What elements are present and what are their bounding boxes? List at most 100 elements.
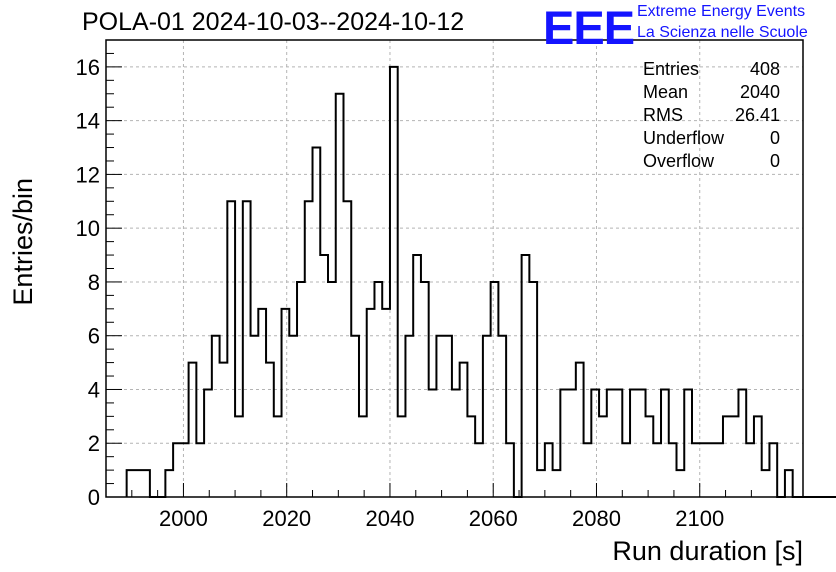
y-axis-label: Entries/bin <box>8 178 38 306</box>
histogram-bin <box>498 336 506 497</box>
histogram-bin <box>204 389 212 497</box>
histogram-bin <box>251 336 259 497</box>
x-tick-label: 2020 <box>262 506 311 531</box>
histogram-bin <box>731 416 739 497</box>
y-tick-label: 8 <box>88 270 100 295</box>
histogram-bin <box>715 443 723 497</box>
histogram-bin <box>374 282 382 497</box>
x-axis-label: Run duration [s] <box>612 536 803 566</box>
stat-label: Underflow <box>643 128 725 148</box>
histogram-bin <box>181 443 189 497</box>
y-tick-label: 12 <box>76 162 100 187</box>
histogram-bin <box>491 282 499 497</box>
y-tick-label: 16 <box>76 55 100 80</box>
histogram-bin <box>405 336 413 497</box>
y-tick-label: 14 <box>76 109 100 134</box>
histogram-bin <box>529 282 537 497</box>
stat-label: Overflow <box>643 151 715 171</box>
histogram-bin <box>444 336 452 497</box>
eee-logo-icon: EEE <box>543 1 635 54</box>
histogram-bin <box>615 389 623 497</box>
histogram-bin <box>584 443 592 497</box>
histogram-series <box>125 65 836 498</box>
histogram-bin <box>328 282 336 497</box>
histogram-bin <box>630 389 638 497</box>
histogram-bin <box>700 443 708 497</box>
histogram-bin <box>313 148 321 497</box>
histogram-bin <box>189 363 197 497</box>
histogram-bin <box>738 389 746 497</box>
histogram-bin <box>638 389 646 497</box>
tick-labels: 2000 2020 2040 2060 2080 2100 0 2 4 6 8 10 12 14 16 <box>76 55 725 531</box>
logo-line-1: Extreme Energy Events <box>637 3 806 20</box>
histogram-bin <box>545 443 553 497</box>
histogram-bin <box>367 309 375 497</box>
histogram-bin <box>359 416 367 497</box>
x-tick-label: 2060 <box>469 506 518 531</box>
histogram-bin <box>646 416 654 497</box>
histogram-bin <box>336 94 344 497</box>
histogram-bin <box>467 416 475 497</box>
histogram-bin <box>274 416 282 497</box>
stat-row-overflow: Overflow 0 <box>640 150 783 173</box>
histogram-bin <box>235 416 243 497</box>
y-tick-label: 2 <box>88 431 100 456</box>
histogram-bin <box>483 336 491 497</box>
histogram-bin <box>343 201 351 497</box>
histogram-bin <box>684 389 692 497</box>
histogram-bin <box>429 389 437 497</box>
chart-title: POLA-01 2024-10-03--2024-10-12 <box>82 8 465 36</box>
stat-row-underflow: Underflow 0 <box>640 127 783 150</box>
stat-value: 26.41 <box>734 105 780 125</box>
histogram-bin <box>165 470 173 497</box>
histogram-bin <box>622 443 630 497</box>
stat-value: 408 <box>749 59 780 79</box>
histogram-bin <box>599 416 607 497</box>
histogram-bin <box>591 389 599 497</box>
stat-value: 2040 <box>739 82 780 102</box>
histogram-bin <box>769 443 777 497</box>
histogram-bin <box>134 470 142 497</box>
y-tick-label: 6 <box>88 324 100 349</box>
stat-label: Mean <box>643 82 689 102</box>
histogram-bin <box>560 389 568 497</box>
histogram-bin <box>266 363 274 497</box>
stat-value: 0 <box>769 151 780 171</box>
histogram-bin <box>413 255 421 497</box>
histogram-bin <box>661 389 669 497</box>
histogram-bin <box>506 443 514 497</box>
histogram-bin <box>297 282 305 497</box>
histogram-bin <box>746 443 754 497</box>
stat-row-mean: Mean 2040 <box>640 81 783 104</box>
histogram-bin <box>212 336 220 497</box>
histogram-bin <box>289 336 297 497</box>
histogram-bin <box>142 470 150 497</box>
histogram-bin <box>707 443 715 497</box>
histogram-bin <box>785 470 793 497</box>
histogram-bin <box>692 443 700 497</box>
x-tick-label: 2080 <box>572 506 621 531</box>
stats-box: Entries 408 Mean 2040 RMS 26.41 Underflo… <box>640 58 783 173</box>
histogram-bin <box>553 470 561 497</box>
histogram-bin <box>537 470 545 497</box>
stat-row-entries: Entries 408 <box>640 58 783 81</box>
x-tick-label: 2040 <box>365 506 414 531</box>
histogram-bin <box>677 470 685 497</box>
axis-ticks <box>105 39 804 498</box>
histogram-bin <box>243 201 251 497</box>
stat-label: RMS <box>643 105 683 125</box>
histogram-bin <box>351 336 359 497</box>
histogram-bin <box>452 389 460 497</box>
histogram-bin <box>258 309 266 497</box>
histogram-outline <box>125 65 836 498</box>
histogram-bin <box>607 389 615 497</box>
histogram-bin <box>522 255 530 497</box>
logo-line-2: La Scienza nelle Scuole <box>637 24 808 41</box>
histogram-bin <box>127 470 135 497</box>
histogram-bin <box>653 443 661 497</box>
y-tick-label: 4 <box>88 377 100 402</box>
histogram-bin <box>723 416 731 497</box>
y-tick-label: 10 <box>76 216 100 241</box>
histogram-bin <box>669 443 677 497</box>
